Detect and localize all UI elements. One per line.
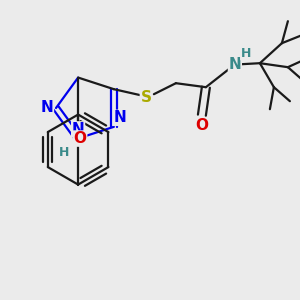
Text: H: H — [241, 47, 251, 60]
Text: O: O — [74, 131, 87, 146]
Text: O: O — [195, 118, 208, 133]
Text: S: S — [140, 90, 152, 105]
Text: N: N — [229, 57, 241, 72]
Text: N: N — [40, 100, 53, 116]
Text: N: N — [113, 110, 126, 125]
Text: N: N — [72, 122, 85, 137]
Text: H: H — [59, 146, 69, 159]
